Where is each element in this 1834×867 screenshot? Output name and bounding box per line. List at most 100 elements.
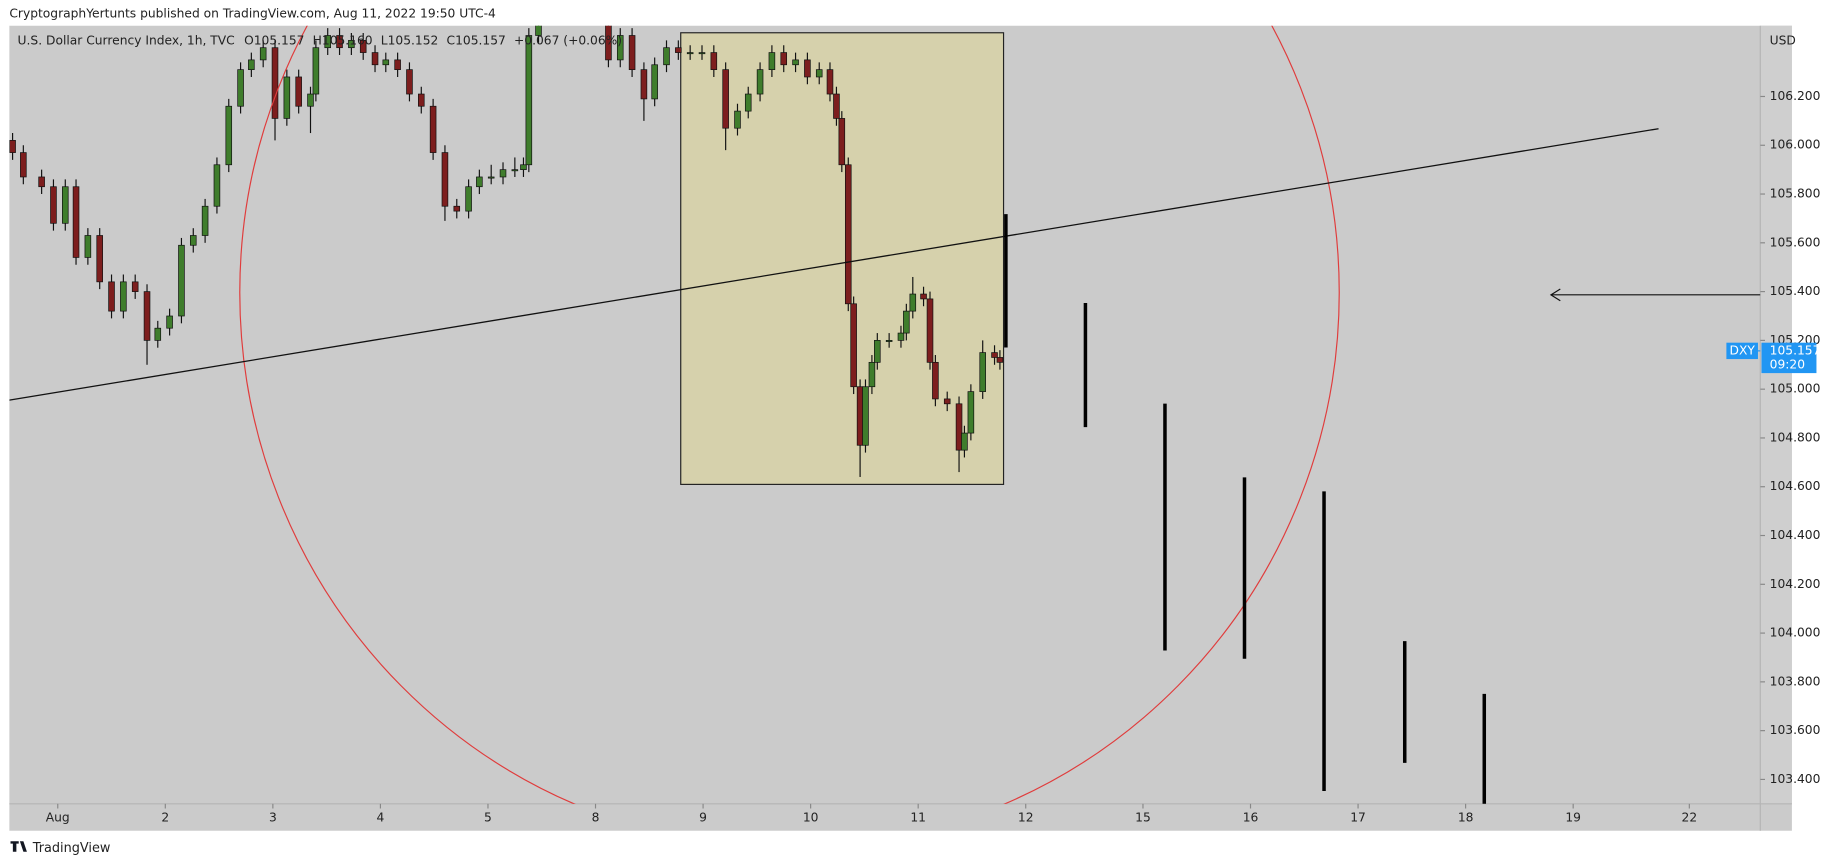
ohlc-value: H105.160: [313, 33, 373, 47]
y-tick-label: 105.600: [1770, 235, 1821, 249]
countdown: 09:20: [1770, 357, 1805, 371]
x-tick-label: 22: [1682, 810, 1698, 824]
candle-body: [38, 176, 45, 188]
candle-body: [283, 76, 291, 119]
candle-body: [868, 361, 876, 388]
ohlc-value: C105.157: [447, 33, 506, 47]
x-tick-label: Aug: [46, 810, 70, 824]
candle-body: [511, 169, 519, 172]
candle-body: [120, 281, 127, 312]
candle-body: [525, 35, 533, 166]
candle-body: [499, 169, 507, 178]
candle-body: [9, 140, 16, 153]
candle-body: [991, 352, 998, 358]
candle-body: [108, 281, 115, 312]
candle-body: [312, 47, 320, 95]
candle-body: [804, 59, 811, 78]
y-tick-label: 104.400: [1770, 528, 1821, 542]
candle-body: [166, 315, 173, 329]
price-box: [1761, 342, 1817, 374]
arrow-head: [1549, 288, 1561, 302]
publisher: CryptographYertunts published on Trading…: [9, 7, 496, 21]
candle-body: [178, 244, 185, 317]
x-tick-label: 10: [803, 810, 819, 824]
x-tick-label: 4: [377, 810, 385, 824]
drawings: [9, 25, 1761, 804]
candle-body: [237, 69, 244, 107]
y-tick-label: 105.400: [1770, 284, 1821, 298]
x-tick-label: 8: [592, 810, 600, 824]
candle-body: [920, 293, 927, 300]
candle-body: [348, 40, 355, 49]
candle-body: [371, 52, 379, 66]
candle-body: [520, 164, 527, 170]
candle-body: [722, 69, 729, 129]
candle-body: [698, 52, 706, 55]
candle-body: [909, 293, 917, 312]
candle-body: [792, 59, 799, 66]
candle-body: [84, 235, 92, 258]
x-tick-label: 16: [1243, 810, 1259, 824]
axes: 103.400 103.600 103.800 104.000 104.200 104.4…: [46, 89, 1821, 824]
candle-body: [628, 35, 636, 70]
candle-body: [734, 110, 741, 129]
chart-title: U.S. Dollar Currency Index, 1h, TVC: [18, 33, 235, 47]
candle-body: [651, 64, 658, 100]
candle-body: [295, 76, 302, 107]
x-tick-label: 18: [1458, 810, 1474, 824]
trend-line: [9, 128, 1659, 401]
ohlc-value: L105.152: [381, 33, 439, 47]
candle-body: [441, 152, 449, 207]
y-tick-label: 103.400: [1770, 772, 1821, 786]
candle-body: [850, 303, 857, 388]
y-tick-label: 104.000: [1770, 626, 1821, 640]
candle-body: [359, 40, 367, 53]
x-tick-label: 12: [1018, 810, 1034, 824]
candle-body: [96, 235, 103, 283]
candle-body: [324, 35, 331, 49]
x-tick-label: 5: [484, 810, 492, 824]
candle-body: [154, 327, 162, 341]
candle-body: [143, 291, 151, 341]
y-tick-label: 105.000: [1770, 382, 1821, 396]
candles: [9, 25, 1004, 477]
candle-body: [50, 186, 57, 224]
candle-body: [686, 52, 694, 55]
candle-body: [487, 176, 495, 179]
symbol: DXY: [1730, 343, 1756, 357]
candle-body: [756, 69, 764, 95]
candle-body: [780, 52, 788, 66]
candle-body: [856, 386, 864, 446]
highlight-box: [680, 32, 1005, 485]
x-tick-label: 9: [699, 810, 707, 824]
x-tick-label: 3: [269, 810, 277, 824]
candle-body: [394, 59, 401, 70]
candle-body: [833, 93, 840, 119]
x-tick-label: 15: [1135, 810, 1151, 824]
candle-body: [271, 47, 279, 119]
candle-body: [429, 105, 437, 153]
candle-body: [453, 205, 461, 212]
candle-body: [955, 403, 963, 451]
candle-body: [710, 52, 718, 70]
candle-body: [213, 164, 221, 207]
x-tick-label: 11: [910, 810, 926, 824]
x-tick-label: 19: [1565, 810, 1581, 824]
candle-body: [838, 118, 846, 166]
candle-body: [926, 298, 934, 363]
candle-body: [20, 152, 27, 178]
candle-body: [62, 186, 69, 224]
candle-body: [979, 352, 986, 392]
candle-body: [72, 186, 80, 258]
y-tick-label: 104.800: [1770, 430, 1821, 444]
candle-body: [535, 25, 542, 36]
price-axis-bg: [1760, 25, 1792, 804]
ohlc-value: +0.067 (+0.06%): [514, 33, 622, 47]
ohlc-value: O105.157: [244, 33, 304, 47]
candle-body: [903, 310, 910, 334]
candle-body: [605, 25, 612, 61]
ohlc-legend: O105.157 H105.160 L105.152 C105.157 +0.067 (…: [244, 33, 622, 47]
candle-body: [663, 47, 670, 66]
